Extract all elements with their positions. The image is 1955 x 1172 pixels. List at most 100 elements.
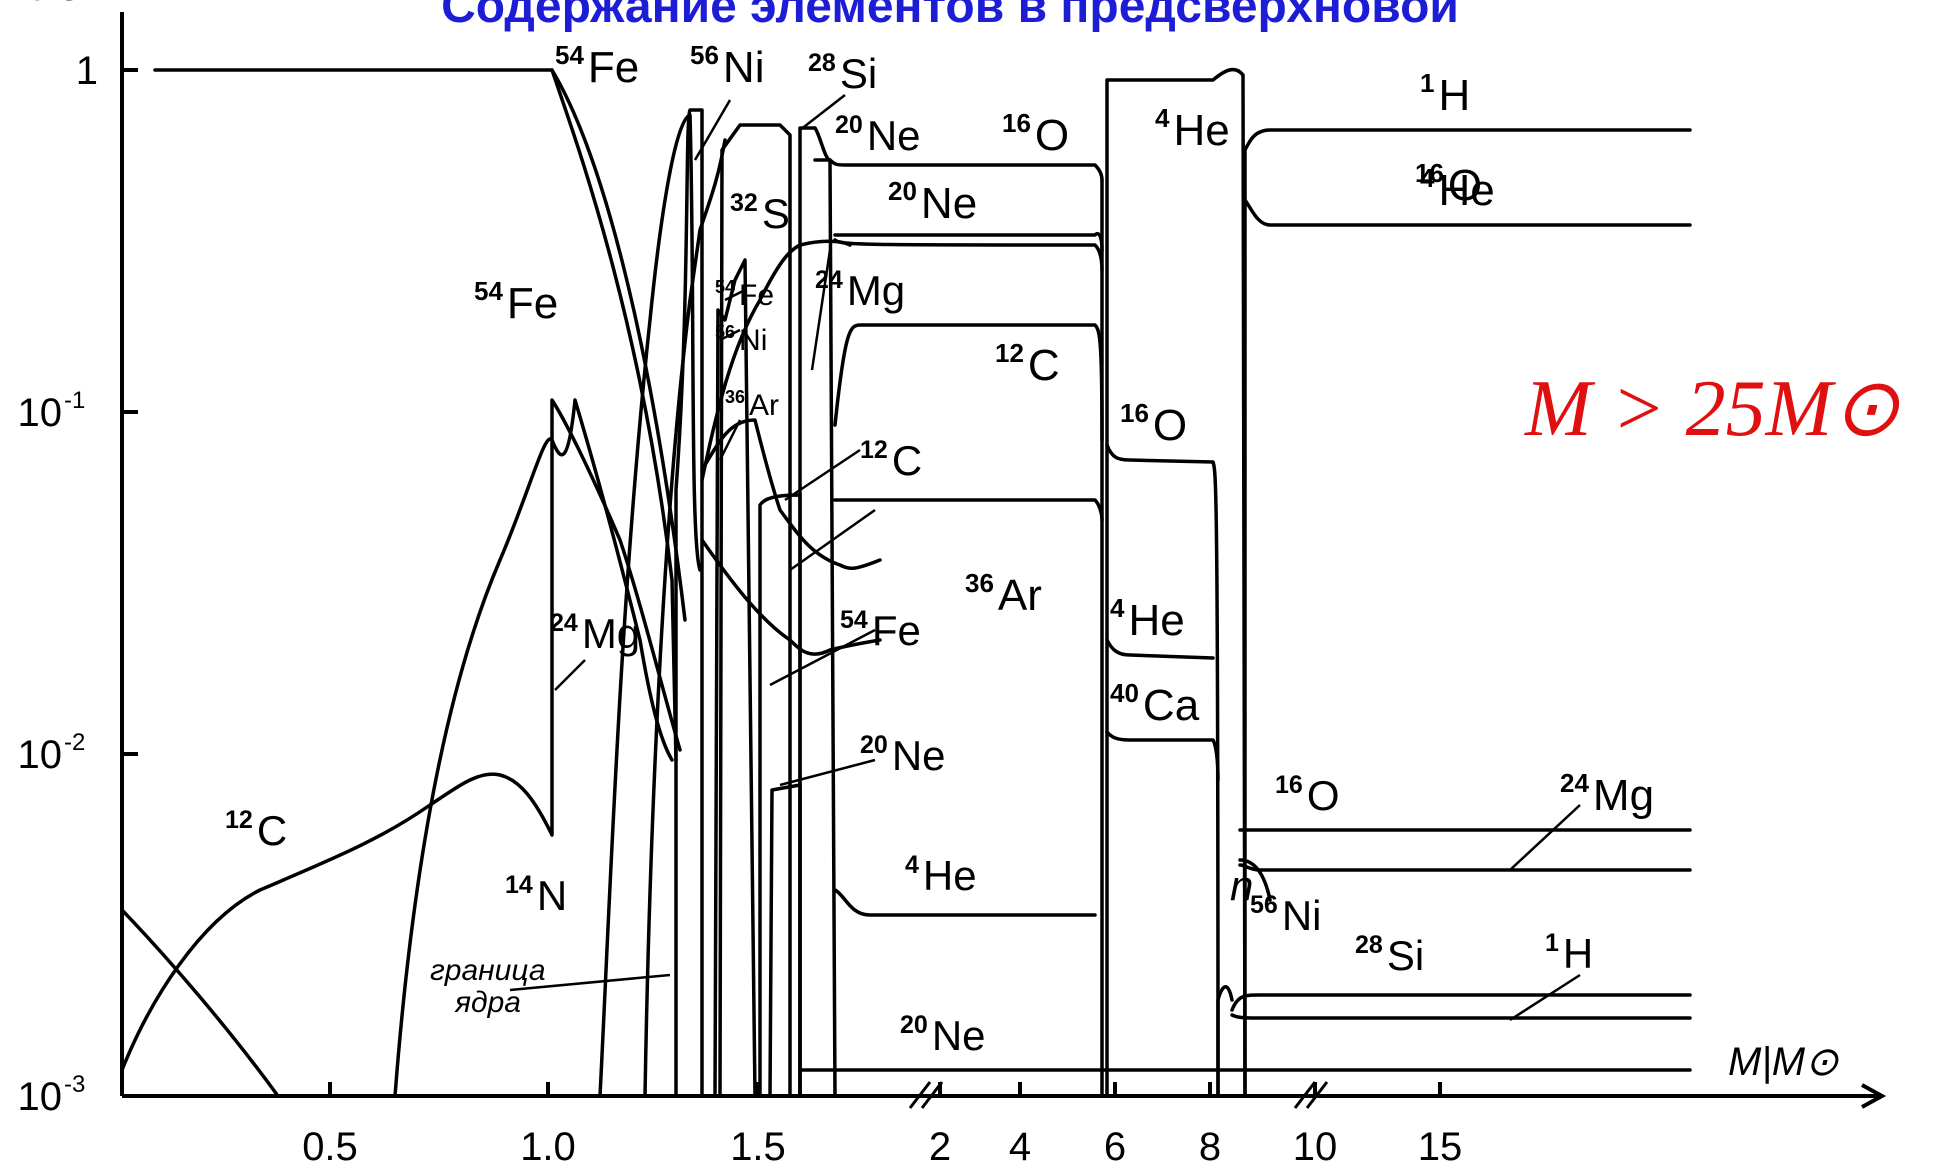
s32-curve [700,239,852,482]
isotope-label: 32S [730,189,790,237]
isotope-mass-number: 54 [840,606,868,634]
isotope-label: 14N [505,871,567,919]
isotope-symbol: Fe [507,279,558,328]
isotope-label: 24Mg [1560,768,1654,820]
x-axis-label: M|M⊙ [1728,1040,1839,1084]
isotope-symbol: S [762,190,790,237]
neutron-curve [120,908,280,1098]
ne20-block [1105,638,1215,660]
isotope-symbol: Ar [749,389,779,422]
isotope-mass-number: 16 [1415,158,1444,188]
isotope-symbol: Ne [867,112,921,159]
isotope-mass-number: 56 [1250,891,1278,919]
isotope-mass-number: 20 [900,1011,928,1039]
y-tick-label: 1 [76,49,98,93]
mg24-low-band [833,498,1104,522]
h1-envelope [1243,128,1692,1098]
core-label-line2: ядра [454,986,521,1019]
isotope-label: 4He [1110,593,1185,645]
ni56-rise-curve [598,113,702,1098]
isotope-mass-number: 12 [860,436,888,464]
ne20-envelope [1230,993,1692,1012]
isotope-label: n [1230,862,1253,909]
isotope-mass-number: 4 [1420,163,1435,193]
isotope-label: 54Fe [474,276,558,328]
he4-low-curve [120,398,682,1072]
y-ticks: 110-110-210-3 [18,49,138,1119]
x-tick-label: 8 [1199,1125,1221,1169]
c12-envelope [1230,1013,1692,1020]
c12-block [1105,443,1220,1098]
isotope-label: 56Ni [1250,891,1321,939]
he4-block [1105,67,1247,1098]
isotope-mass-number: 36 [965,568,994,598]
y-tick-exponent: -2 [64,729,85,756]
isotope-symbol: C [1028,341,1060,390]
leader-lines [509,94,1581,1022]
isotope-symbol: Ca [1143,681,1200,730]
isotope-label: 20Ne [835,111,921,159]
x-tick-label: 4 [1009,1125,1031,1169]
isotope-symbol: He [1438,166,1494,215]
isotope-label: 28Si [1355,931,1424,979]
isotope-symbol: Ne [932,1012,986,1059]
isotope-symbol: C [257,807,287,854]
ni56-curve [393,398,674,1098]
isotope-symbol: O [1307,772,1340,819]
isotope-label: 20Ne [900,1011,986,1059]
x-tick-label: 15 [1418,1125,1463,1169]
isotope-mass-number: 4 [1155,103,1170,133]
isotope-mass-number: 36 [725,387,745,407]
ne20-band [833,232,1104,252]
x-tick-label: 0.5 [302,1125,358,1169]
isotope-mass-number: 54 [715,277,735,297]
y-tick-exponent: -3 [64,1071,85,1098]
isotope-label: 24Mg [550,609,640,657]
y-tick-exponent: -1 [64,387,85,414]
isotope-label: 36Ar [965,568,1042,620]
x-tick-label: 1.5 [730,1125,786,1169]
isotope-symbol: Ni [1282,892,1322,939]
isotope-label: 24Mg [815,266,905,314]
isotope-label: 54Fe [840,606,921,654]
isotope-symbol: Mg [1593,771,1654,820]
y-tick-label: 10 [18,733,63,777]
isotope-mass-number: 1 [1420,68,1434,98]
mg24-band [833,238,1104,272]
isotope-label: 54Fe [555,40,639,92]
isotope-symbol: He [923,852,977,899]
isotope-mass-number: 16 [1002,108,1031,138]
isotope-symbol: Ni [739,324,767,357]
isotope-label: 16O [1275,771,1339,819]
spike-curves [674,108,792,1098]
axes [120,12,1887,1109]
ca40-curve [700,538,882,656]
isotope-mass-number: 4 [1110,593,1125,623]
isotope-mass-number: 56 [715,322,735,342]
isotope-label: 20Ne [860,731,946,779]
isotope-mass-number: 24 [550,609,578,637]
isotope-mass-number: 54 [474,276,503,306]
isotope-mass-number: 24 [815,266,843,294]
isotope-mass-number: 12 [225,806,253,834]
isotope-symbol: O [1153,401,1187,450]
y-tick-label: 10 [18,1075,63,1119]
h1-low-envelope [1238,858,1272,902]
isotope-label: 20Ne [888,176,977,228]
isotope-label: 40Ca [1110,678,1200,730]
isotope-mass-number: 28 [808,49,836,77]
mass-annotation: M > 25M⊙ [1524,365,1900,453]
isotope-mass-number: 32 [730,189,758,217]
isotope-label: 12C [225,806,287,854]
isotope-symbol: Si [840,50,877,97]
isotope-label: 16O [1002,108,1069,160]
x-tick-label: 6 [1104,1125,1126,1169]
isotope-label: 16O [1120,398,1187,450]
mg24-ribbon [768,783,802,1098]
isotope-mass-number: 16 [1275,771,1303,799]
isotope-mass-number: 20 [888,176,917,206]
isotope-mass-number: 28 [1355,931,1383,959]
isotope-label: 56Ni [690,40,764,92]
